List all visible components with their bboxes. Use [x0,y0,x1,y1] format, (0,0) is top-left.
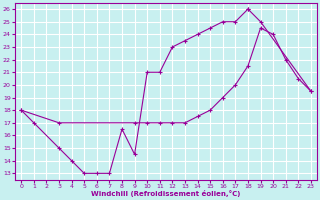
X-axis label: Windchill (Refroidissement éolien,°C): Windchill (Refroidissement éolien,°C) [92,190,241,197]
